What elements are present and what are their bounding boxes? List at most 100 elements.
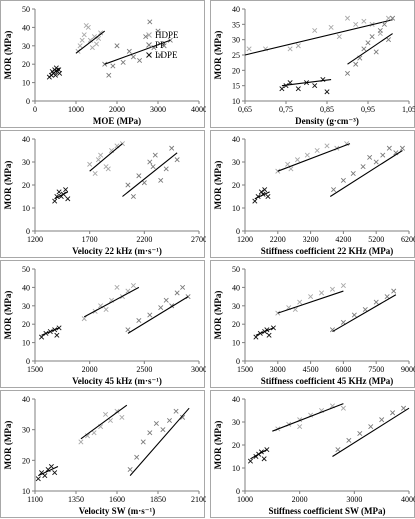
- point-stroke: [98, 424, 104, 430]
- point-hdpe: [385, 15, 392, 21]
- y-tick-label: 30: [22, 302, 30, 311]
- point-hdpe: [77, 43, 83, 49]
- point-stroke: [399, 145, 405, 151]
- x-tick-label: 1350: [68, 495, 84, 504]
- point-ldpe: [261, 456, 267, 462]
- point-stroke: [357, 55, 363, 61]
- x-tick-label: 1000: [237, 495, 253, 504]
- point-stroke: [63, 187, 69, 193]
- point-stroke: [125, 288, 131, 294]
- point-stroke: [386, 145, 392, 151]
- point-stroke: [264, 447, 270, 453]
- point-stroke: [362, 306, 368, 312]
- point-pp: [362, 306, 368, 312]
- point-stroke: [169, 145, 175, 151]
- point-stroke: [275, 310, 281, 316]
- x-tick-label: 4500: [303, 365, 319, 374]
- point-pp: [384, 294, 390, 300]
- x-tick-label: 1500: [237, 365, 253, 374]
- y-tick-label: 30: [232, 418, 240, 427]
- point-stroke: [329, 327, 335, 333]
- point-ldpe: [52, 72, 59, 78]
- point-stroke: [52, 470, 58, 476]
- point-stroke: [107, 417, 113, 423]
- point-stroke: [98, 152, 104, 158]
- point-stroke: [368, 424, 374, 430]
- x-tick-label: 0,95: [361, 105, 375, 114]
- point-stroke: [312, 83, 318, 89]
- point-stroke: [57, 70, 63, 76]
- point-stroke: [304, 152, 310, 158]
- chart-panel-3: 0 10 20 30 40 1200 1700 2200 2700 Velocity 22 kHz…: [0, 130, 206, 258]
- trendline-pp: [329, 150, 403, 197]
- point-stroke: [130, 283, 136, 289]
- point-pp: [390, 15, 396, 21]
- point-hdpe: [336, 34, 342, 40]
- point-stroke: [87, 37, 93, 43]
- point-stroke: [147, 312, 153, 318]
- y-tick-label: 10: [22, 79, 30, 88]
- point-stroke: [114, 143, 120, 149]
- y-tick-label: 20: [22, 181, 30, 190]
- y-tick-label: 50: [232, 265, 240, 274]
- x-tick-label: 0: [33, 105, 37, 114]
- point-stroke: [373, 159, 379, 165]
- chart-panel-4: 0 10 20 30 40 1200 2200 3200 4200 5200 6200 Stiffne…: [210, 130, 415, 258]
- x-tick-label: 1100: [27, 495, 43, 504]
- trendline-pp: [129, 407, 190, 477]
- point-pp: [380, 152, 386, 158]
- x-axis-title: Stiffness coefficient SW (MPa): [268, 506, 385, 516]
- point-ldpe: [42, 473, 48, 479]
- point-pp: [161, 43, 167, 49]
- point-stroke: [39, 334, 45, 340]
- point-pp: [385, 37, 392, 43]
- point-stroke: [166, 417, 172, 423]
- y-tick-label: 50: [22, 265, 30, 274]
- point-ldpe: [247, 458, 253, 464]
- trendline-ldpe: [38, 465, 59, 477]
- point-pp: [340, 177, 346, 183]
- trendline-hdpe: [277, 290, 344, 314]
- point-pp: [110, 63, 116, 69]
- chart-svg: 0 10 20 30 40 50 1500 2000 2500 3000 Velocity 45 k…: [3, 265, 206, 386]
- point-hdpe: [130, 283, 136, 289]
- point-stroke: [295, 86, 301, 92]
- x-tick-label: 6000: [335, 365, 351, 374]
- point-pp: [114, 43, 120, 49]
- point-hdpe: [324, 143, 330, 149]
- point-stroke: [340, 177, 346, 183]
- x-axis-title: MOE (MPa): [93, 116, 141, 126]
- x-tick-label: 0,85: [320, 105, 334, 114]
- x-tick-label: 3000: [191, 365, 206, 374]
- point-hdpe: [329, 286, 335, 292]
- point-pp: [391, 288, 397, 294]
- point-hdpe: [312, 27, 318, 33]
- legend-label-ldpe: LDPE: [155, 50, 178, 60]
- point-stroke: [39, 470, 45, 476]
- point-stroke: [163, 166, 169, 172]
- point-ldpe: [63, 187, 69, 193]
- point-stroke: [247, 458, 253, 464]
- point-stroke: [130, 193, 136, 200]
- trendline-hdpe: [80, 404, 128, 440]
- point-stroke: [381, 21, 387, 27]
- point-pp: [106, 72, 112, 78]
- point-stroke: [266, 332, 272, 338]
- point-pp: [344, 70, 351, 76]
- point-stroke: [98, 303, 104, 309]
- point-hdpe: [89, 45, 95, 51]
- trendline-hdpe: [272, 403, 344, 432]
- point-pp: [169, 145, 175, 151]
- chart-svg: 0 10 20 30 40 50 1500 3000 4500 6000 7500 9000 Stiff…: [213, 265, 415, 386]
- point-stroke: [377, 27, 383, 33]
- point-stroke: [258, 189, 264, 195]
- point-pp: [136, 318, 142, 324]
- point-stroke: [384, 294, 390, 300]
- trendline-ldpe: [281, 78, 332, 87]
- point-pp: [174, 290, 180, 296]
- point-hdpe: [103, 411, 109, 417]
- point-hdpe: [105, 166, 111, 172]
- x-tick-label: 2000: [82, 365, 98, 374]
- point-stroke: [158, 305, 164, 311]
- point-stroke: [360, 164, 366, 170]
